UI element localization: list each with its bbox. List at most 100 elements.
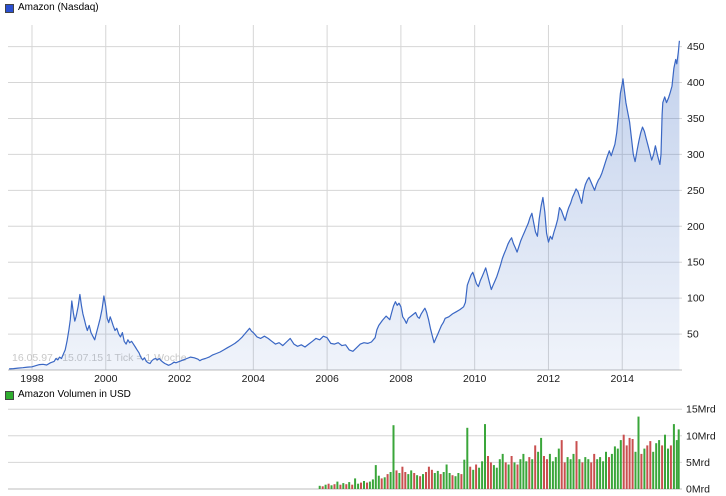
volume-bar <box>475 464 478 489</box>
price-x-axis-labels: 1998 2000 2002 2004 2006 2008 2010 2012 2014 <box>20 373 634 385</box>
volume-bar <box>377 475 380 489</box>
volume-bar <box>619 440 622 489</box>
volume-bar <box>433 473 436 489</box>
volume-y-axis-label: 10Mrd <box>686 430 716 442</box>
volume-bar <box>578 459 581 489</box>
volume-bar <box>631 439 634 489</box>
volume-bar <box>380 478 383 489</box>
price-x-axis-label: 2006 <box>315 373 339 385</box>
price-y-axis-label: 250 <box>687 185 705 197</box>
volume-bar <box>510 456 513 489</box>
volume-bar <box>616 448 619 489</box>
volume-bar <box>413 473 416 489</box>
volume-bar <box>602 461 605 489</box>
volume-bar <box>398 473 401 489</box>
volume-bar <box>507 464 510 489</box>
volume-bar <box>401 466 404 489</box>
price-y-axis-label: 300 <box>687 149 705 161</box>
volume-bar <box>528 457 531 489</box>
volume-bar <box>339 484 342 489</box>
volume-bar <box>560 440 563 489</box>
volume-y-axis-labels: 0Mrd 5Mrd 10Mrd 15Mrd <box>686 404 716 496</box>
volume-bar <box>348 482 351 489</box>
volume-bar <box>472 469 475 489</box>
volume-bar <box>419 476 422 489</box>
volume-bar <box>454 476 457 489</box>
volume-bar <box>669 445 672 489</box>
volume-bar <box>495 467 498 489</box>
volume-bar <box>430 469 433 489</box>
volume-bar <box>581 462 584 489</box>
volume-bar <box>548 453 551 489</box>
volume-bar <box>342 483 345 489</box>
volume-bar <box>622 434 625 489</box>
volume-bar <box>422 474 424 489</box>
volume-bar <box>457 473 460 489</box>
volume-bar <box>610 453 613 489</box>
volume-bar <box>546 459 548 489</box>
volume-bar <box>637 416 640 489</box>
volume-bar <box>599 457 602 489</box>
volume-bar <box>675 440 678 489</box>
price-y-axis-label: 350 <box>687 113 705 125</box>
volume-bar <box>363 481 365 489</box>
volume-bar <box>628 437 631 489</box>
volume-bar <box>608 457 610 489</box>
price-series-swatch-icon <box>5 3 14 13</box>
volume-bar <box>540 437 543 489</box>
volume-bar <box>625 445 628 489</box>
price-x-axis-label: 2004 <box>242 373 266 385</box>
price-x-axis-label: 2002 <box>168 373 192 385</box>
volume-bar <box>436 470 439 489</box>
volume-bar <box>554 457 557 489</box>
volume-bar <box>386 474 389 489</box>
volume-bar <box>584 457 587 489</box>
volume-bar <box>460 474 463 489</box>
price-y-axis-labels: 50 100 150 200 250 300 350 400 450 <box>687 41 705 341</box>
volume-bar <box>667 448 669 489</box>
volume-bar <box>383 477 386 489</box>
volume-bar <box>572 453 575 489</box>
volume-bar <box>563 462 566 489</box>
volume-bar <box>649 441 652 489</box>
volume-bar <box>389 472 392 489</box>
volume-bar <box>466 427 469 489</box>
volume-bar <box>357 483 360 489</box>
price-x-axis-label: 2010 <box>463 373 487 385</box>
volume-bars <box>318 416 680 489</box>
volume-bar <box>487 456 489 489</box>
price-x-axis-label: 1998 <box>20 373 44 385</box>
volume-bar <box>425 472 427 489</box>
volume-bar <box>392 425 395 489</box>
price-y-axis-label: 100 <box>687 293 705 305</box>
volume-bar <box>478 467 481 489</box>
volume-bar <box>634 451 637 489</box>
volume-bar <box>519 459 522 489</box>
volume-bar <box>664 434 666 489</box>
volume-bar <box>463 459 466 489</box>
volume-bar <box>531 459 534 489</box>
volume-bar <box>371 479 374 489</box>
volume-bar <box>318 485 321 489</box>
price-y-axis-label: 150 <box>687 257 705 269</box>
volume-bar <box>448 473 451 489</box>
volume-bar <box>445 464 448 489</box>
price-x-axis-label: 2008 <box>389 373 413 385</box>
volume-y-axis-label: 0Mrd <box>686 484 710 496</box>
price-y-axis-label: 200 <box>687 221 705 233</box>
price-legend: Amazon (Nasdaq) <box>5 3 99 13</box>
volume-series-swatch-icon <box>5 390 14 400</box>
volume-bar <box>655 443 658 489</box>
volume-bar <box>492 465 495 489</box>
volume-grid <box>8 408 682 490</box>
volume-bar <box>643 448 646 489</box>
volume-bar <box>569 459 572 489</box>
volume-bar <box>534 445 537 489</box>
volume-bar <box>677 429 680 489</box>
volume-bar <box>672 424 675 489</box>
volume-bar <box>525 461 528 489</box>
volume-legend: Amazon Volumen in USD <box>5 390 131 400</box>
volume-chart: 0Mrd 5Mrd 10Mrd 15Mrd <box>8 404 716 496</box>
volume-bar <box>451 475 454 489</box>
